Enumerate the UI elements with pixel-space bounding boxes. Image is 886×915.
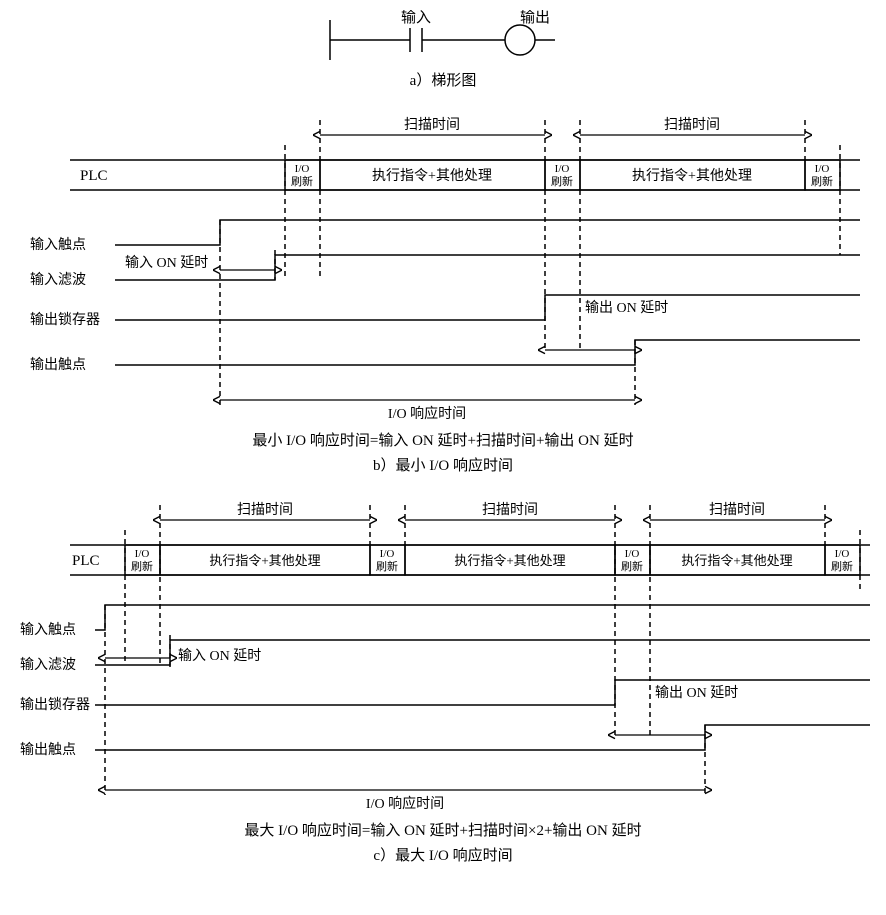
max-exec-2: 执行指令+其他处理 [454,553,565,568]
svg-text:刷新: 刷新 [131,559,153,573]
min-exec-1: 执行指令+其他处理 [372,168,492,184]
svg-text:I/O: I/O [835,548,850,560]
min-io-refresh-1a: I/O [295,163,310,175]
min-formula: 最小 I/O 响应时间=输入 ON 延时+扫描时间+输出 ON 延时 [252,431,633,449]
svg-text:刷新: 刷新 [831,559,853,573]
min-io-diagram: PLC I/O 刷新 执行指令+其他处理 I/O 刷新 执行指令+其他处理 I/… [10,105,876,485]
svg-text:I/O: I/O [135,548,150,560]
max-input-on-delay: 输入 ON 延时 [178,648,261,664]
max-input-filter: 输入滤波 [20,657,76,673]
min-io-refresh-3a: I/O [815,163,830,175]
min-input-filter: 输入滤波 [30,272,86,288]
max-scan-2: 扫描时间 [482,502,538,518]
max-output-latch: 输出锁存器 [20,697,90,713]
ladder-caption: a）梯形图 [410,72,477,89]
max-scan-3: 扫描时间 [709,502,765,518]
min-io-refresh-2b: 刷新 [551,174,573,188]
max-input-contact: 输入触点 [20,622,76,638]
diagram-container: 输入 输出 a）梯形图 PLC I/O 刷新 执行指令+其他处理 I/O 刷新 … [10,10,876,895]
min-output-contact: 输出触点 [30,357,86,373]
max-io-diagram: PLC I/O 刷新 执行指令+其他处理 I/O 刷新 执行指令+其他处理 I/… [10,490,876,890]
max-exec-1: 执行指令+其他处理 [209,553,320,568]
min-io-response: I/O 响应时间 [388,405,466,422]
max-io-response: I/O 响应时间 [366,795,444,812]
svg-text:I/O: I/O [380,548,395,560]
min-input-on-delay: 输入 ON 延时 [125,255,208,271]
max-exec-3: 执行指令+其他处理 [681,553,792,568]
max-formula: 最大 I/O 响应时间=输入 ON 延时+扫描时间×2+输出 ON 延时 [244,821,641,839]
svg-text:刷新: 刷新 [376,559,398,573]
min-scan-1: 扫描时间 [404,117,460,133]
min-plc-label: PLC [80,168,108,184]
max-output-on-delay: 输出 ON 延时 [655,685,738,701]
min-input-contact: 输入触点 [30,237,86,253]
svg-text:I/O: I/O [625,548,640,560]
max-scan-1: 扫描时间 [237,502,293,518]
max-plc-label: PLC [72,553,100,569]
max-caption: c）最大 I/O 响应时间 [373,846,512,864]
ladder-diagram: 输入 输出 a）梯形图 [10,10,876,100]
svg-text:刷新: 刷新 [621,559,643,573]
ladder-output-label: 输出 [520,10,550,26]
min-scan-2: 扫描时间 [664,117,720,133]
min-io-refresh-2a: I/O [555,163,570,175]
min-output-on-delay: 输出 ON 延时 [585,300,668,316]
ladder-input-label: 输入 [401,10,431,26]
min-io-refresh-3b: 刷新 [811,174,833,188]
max-output-contact: 输出触点 [20,742,76,758]
min-caption: b）最小 I/O 响应时间 [373,456,513,474]
min-output-latch: 输出锁存器 [30,312,100,328]
min-io-refresh-1b: 刷新 [291,174,313,188]
min-exec-2: 执行指令+其他处理 [632,168,752,184]
